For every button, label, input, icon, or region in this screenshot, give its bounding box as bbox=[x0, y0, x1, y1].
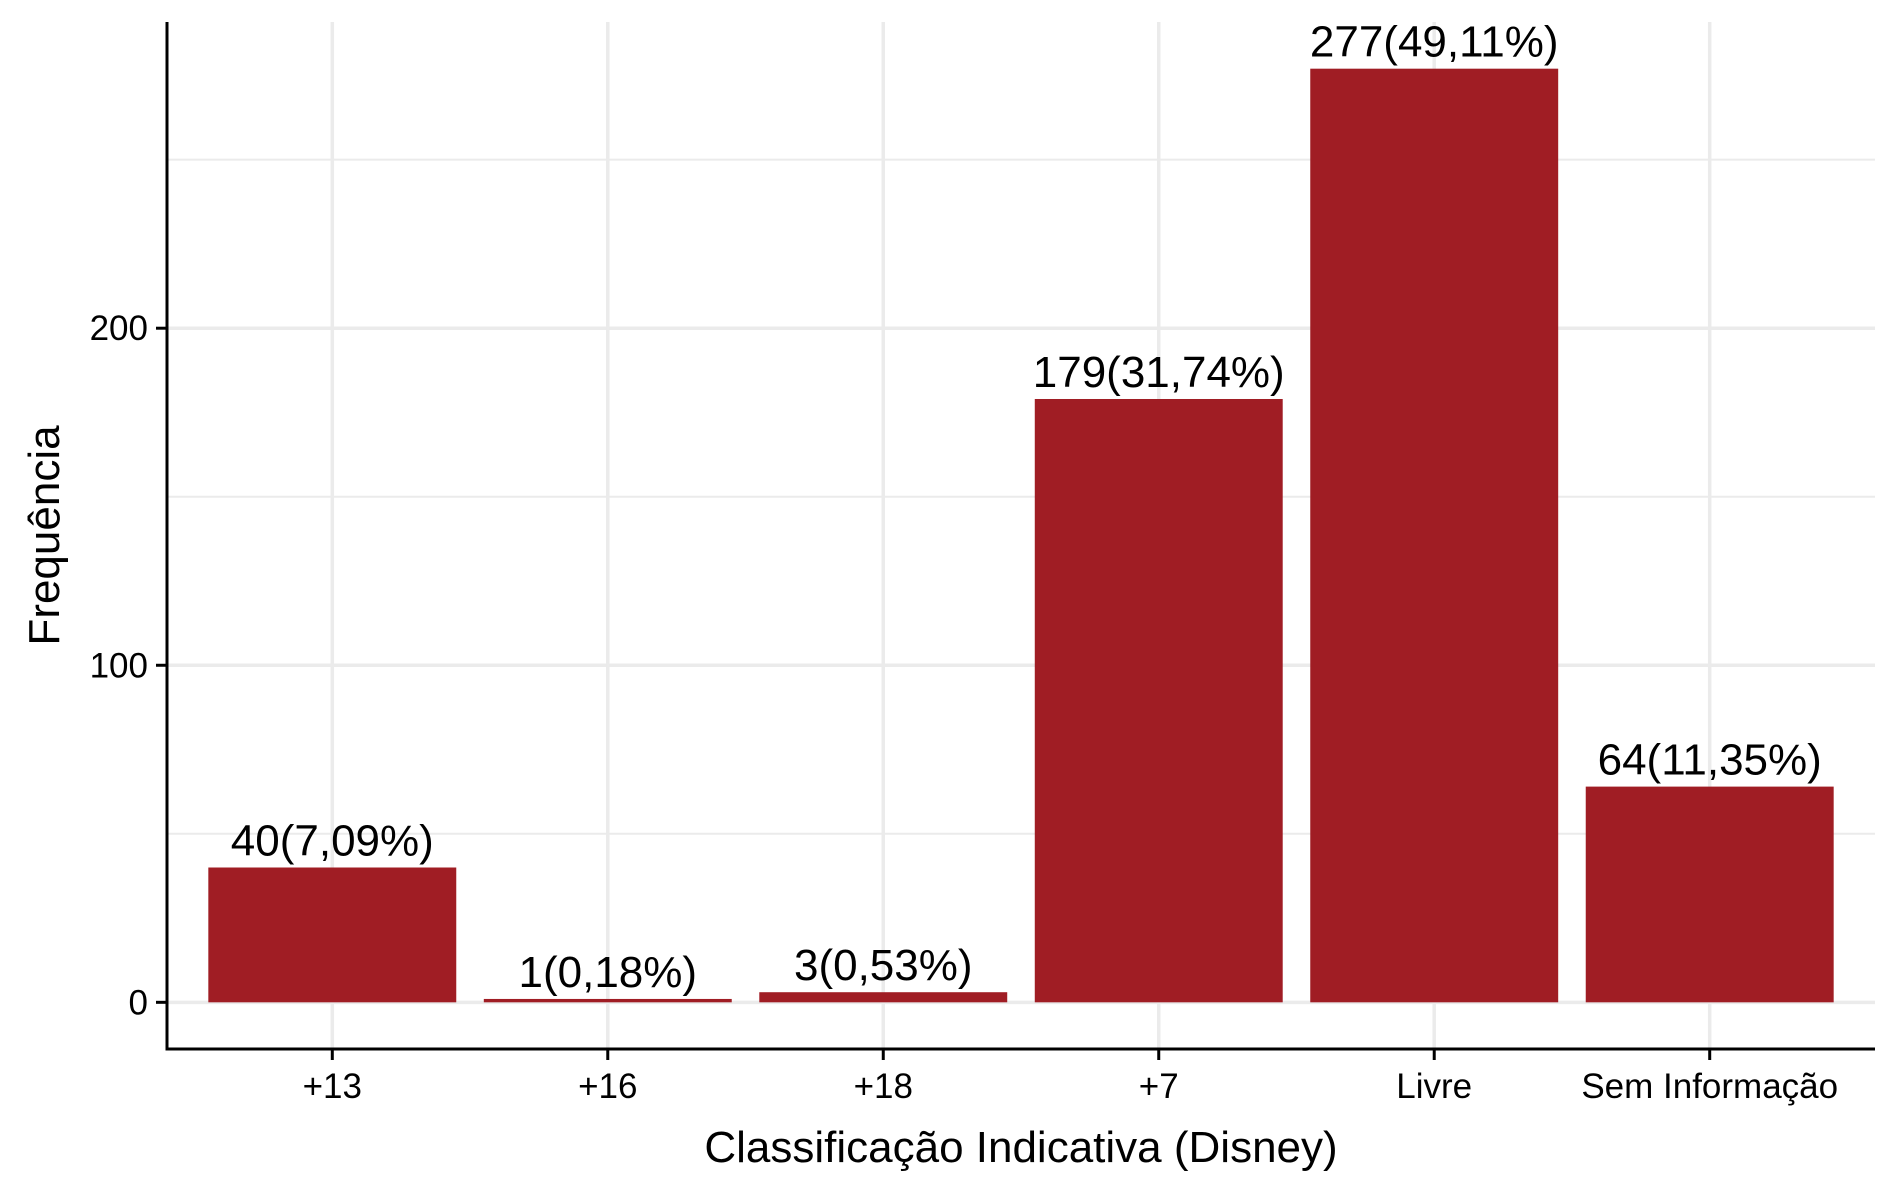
data-label: 277(49,11%) bbox=[1310, 18, 1559, 67]
axes: 0 100 200 +13 +16 +18 +7 Livre Sem Informação bbox=[90, 22, 1875, 1106]
y-axis-title: Frequência bbox=[20, 425, 69, 646]
data-label: 40(7,09%) bbox=[231, 816, 434, 865]
data-labels: 40(7,09%) 1(0,18%) 3(0,53%) 179(31,74%) 277(… bbox=[231, 18, 1822, 997]
x-tick-label: +16 bbox=[578, 1067, 637, 1106]
y-tick-label: 100 bbox=[90, 646, 148, 685]
bar bbox=[1034, 398, 1283, 1003]
data-label: 179(31,74%) bbox=[1033, 348, 1285, 397]
x-tick-label: +18 bbox=[854, 1067, 913, 1106]
bar bbox=[483, 998, 732, 1003]
x-tick-label: Livre bbox=[1396, 1067, 1472, 1106]
bars bbox=[208, 68, 1834, 1003]
y-tick-label: 0 bbox=[129, 983, 148, 1022]
bar bbox=[1585, 786, 1834, 1003]
y-tick-label: 200 bbox=[90, 309, 148, 348]
data-label: 1(0,18%) bbox=[519, 948, 698, 997]
bar bbox=[208, 867, 457, 1003]
x-tick-label: +7 bbox=[1139, 1067, 1179, 1106]
x-tick-label: Sem Informação bbox=[1581, 1067, 1838, 1106]
bar bbox=[1310, 68, 1559, 1003]
data-label: 64(11,35%) bbox=[1598, 736, 1822, 785]
x-tick-label: +13 bbox=[303, 1067, 362, 1106]
bar bbox=[759, 992, 1008, 1003]
x-axis-title: Classificação Indicativa (Disney) bbox=[704, 1123, 1337, 1172]
data-label: 3(0,53%) bbox=[794, 941, 973, 990]
